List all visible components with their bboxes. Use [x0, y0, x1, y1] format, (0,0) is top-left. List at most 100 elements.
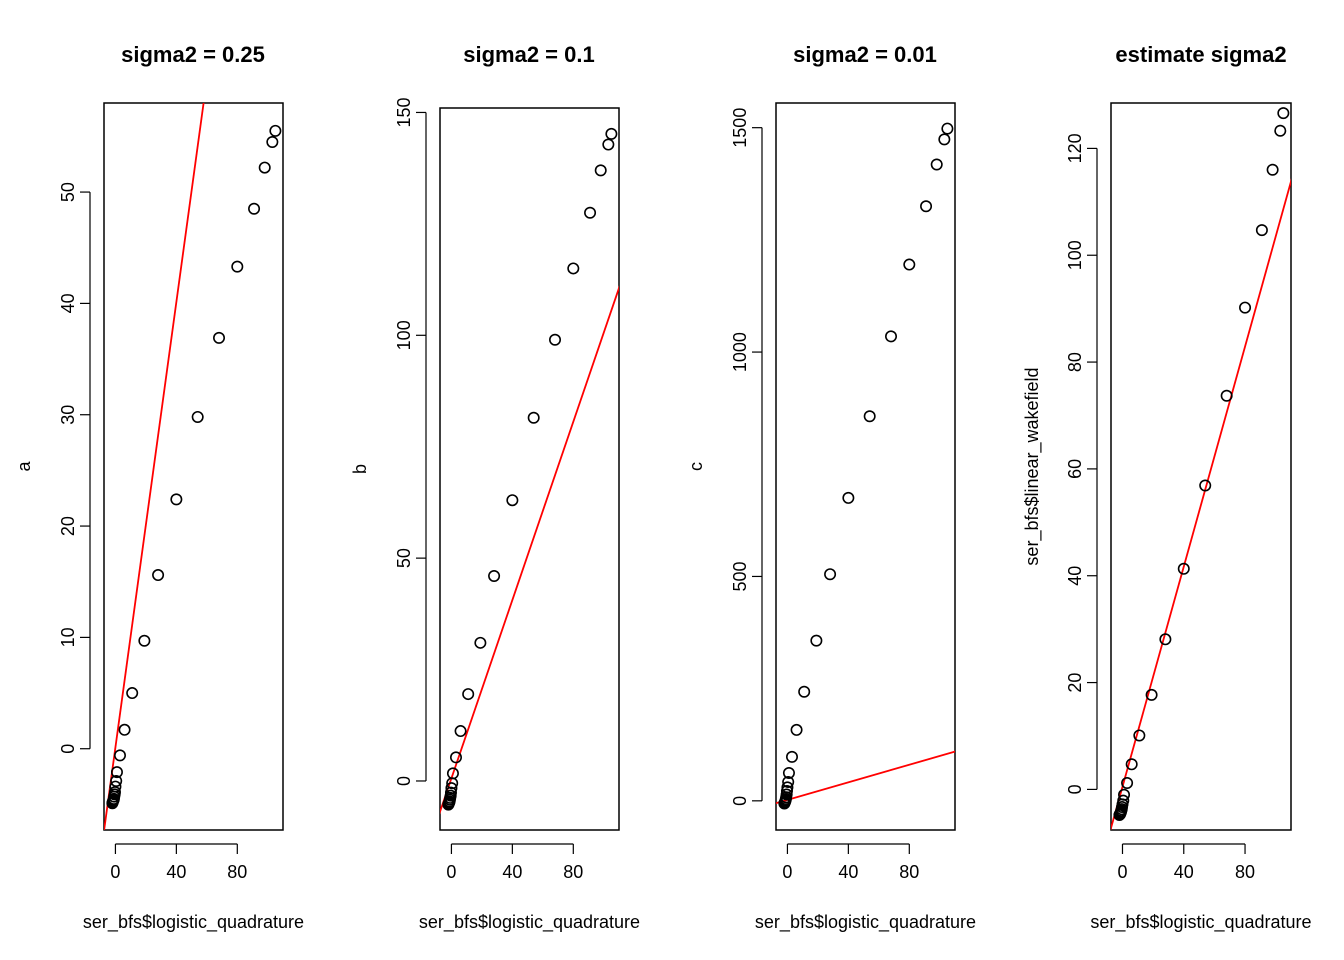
data-point: [106, 797, 119, 810]
data-point: [930, 158, 943, 171]
data-point: [1177, 562, 1190, 575]
data-point: [602, 138, 615, 151]
data-point: [488, 569, 501, 582]
data-point: [1277, 107, 1290, 120]
plot-frame: [439, 107, 620, 831]
plot-frame: [103, 102, 284, 831]
data-point: [474, 636, 487, 649]
data-point: [863, 410, 876, 423]
fit-line: [776, 750, 955, 805]
y-tick-label: 0: [394, 776, 414, 786]
data-point: [527, 411, 540, 424]
data-point: [1239, 301, 1252, 314]
plot-frame: [1110, 102, 1292, 831]
data-point: [269, 124, 282, 137]
y-tick-label: 20: [1065, 673, 1085, 693]
panels: sigma2 = 0.25 ser_bfs$logistic_quadrature…: [14, 42, 1312, 933]
y-tick-label: 30: [58, 405, 78, 425]
y-tick-label: 50: [58, 182, 78, 202]
data-point: [920, 200, 933, 213]
data-point: [1113, 809, 1126, 822]
data-point: [824, 568, 837, 581]
fit-line: [104, 103, 205, 830]
chart-title: sigma2 = 0.25: [121, 42, 265, 67]
y-tick-label: 60: [1065, 459, 1085, 479]
y-tick-label: 150: [394, 97, 414, 127]
y-tick-label: 120: [1065, 133, 1085, 163]
x-tick-label: 40: [166, 862, 186, 882]
data-point: [605, 127, 618, 140]
data-point: [549, 333, 562, 346]
y-axis-label: c: [686, 462, 706, 471]
data-point: [1121, 776, 1134, 789]
data-point: [1266, 163, 1279, 176]
data-point: [462, 688, 475, 701]
data-point: [113, 749, 126, 762]
data-point: [938, 133, 951, 146]
y-tick-label: 80: [1065, 352, 1085, 372]
plot-frame: [775, 102, 956, 831]
data-point: [1220, 389, 1233, 402]
x-tick-label: 80: [899, 862, 919, 882]
data-point: [110, 766, 123, 779]
y-axis-label: a: [14, 461, 34, 472]
data-point: [842, 491, 855, 504]
data-point: [1125, 758, 1138, 771]
data-point: [170, 493, 183, 506]
data-point: [1145, 688, 1158, 701]
data-point: [152, 569, 165, 582]
data-point: [449, 751, 462, 764]
x-tick-label: 80: [227, 862, 247, 882]
data-point: [903, 258, 916, 271]
chart-title: sigma2 = 0.01: [793, 42, 937, 67]
panel-1: sigma2 = 0.25 ser_bfs$logistic_quadrature…: [14, 42, 304, 933]
data-point: [782, 775, 795, 788]
data-point: [266, 135, 279, 148]
x-axis-label: ser_bfs$logistic_quadrature: [419, 912, 640, 933]
data-point: [126, 687, 139, 700]
data-point: [1133, 729, 1146, 742]
x-axis-label: ser_bfs$logistic_quadrature: [755, 912, 976, 933]
y-tick-label: 0: [1065, 784, 1085, 794]
x-tick-label: 40: [1174, 862, 1194, 882]
x-tick-label: 0: [110, 862, 120, 882]
y-tick-label: 0: [58, 744, 78, 754]
data-point: [785, 750, 798, 763]
x-tick-label: 0: [1117, 862, 1127, 882]
data-point: [778, 797, 791, 810]
data-point: [118, 723, 131, 736]
data-point: [885, 330, 898, 343]
data-point: [191, 410, 204, 423]
y-tick-label: 1000: [730, 332, 750, 372]
fit-line: [1111, 178, 1291, 830]
data-point: [446, 777, 459, 790]
y-tick-label: 40: [1065, 566, 1085, 586]
data-point: [810, 634, 823, 647]
x-tick-label: 40: [838, 862, 858, 882]
chart-title: sigma2 = 0.1: [463, 42, 594, 67]
y-tick-label: 0: [730, 796, 750, 806]
y-axis-label: ser_bfs$linear_wakefield: [1022, 367, 1043, 565]
data-point: [594, 164, 607, 177]
panel-2: sigma2 = 0.1 ser_bfs$logistic_quadrature b…: [350, 42, 640, 933]
data-point: [213, 331, 226, 344]
x-axis-label: ser_bfs$logistic_quadrature: [1090, 912, 1311, 933]
data-point: [1274, 124, 1287, 137]
x-tick-label: 0: [446, 862, 456, 882]
data-point: [506, 494, 519, 507]
y-tick-label: 1500: [730, 108, 750, 148]
y-tick-label: 100: [394, 320, 414, 350]
y-tick-label: 500: [730, 561, 750, 591]
data-point: [798, 685, 811, 698]
data-point: [248, 202, 261, 215]
x-tick-label: 0: [782, 862, 792, 882]
data-point: [584, 206, 597, 219]
panel-3: sigma2 = 0.01 ser_bfs$logistic_quadrature…: [686, 42, 976, 933]
data-point: [442, 798, 455, 811]
data-point: [790, 723, 803, 736]
data-point: [1199, 479, 1212, 492]
data-point: [138, 634, 151, 647]
x-tick-label: 80: [1235, 862, 1255, 882]
data-point: [454, 725, 467, 738]
